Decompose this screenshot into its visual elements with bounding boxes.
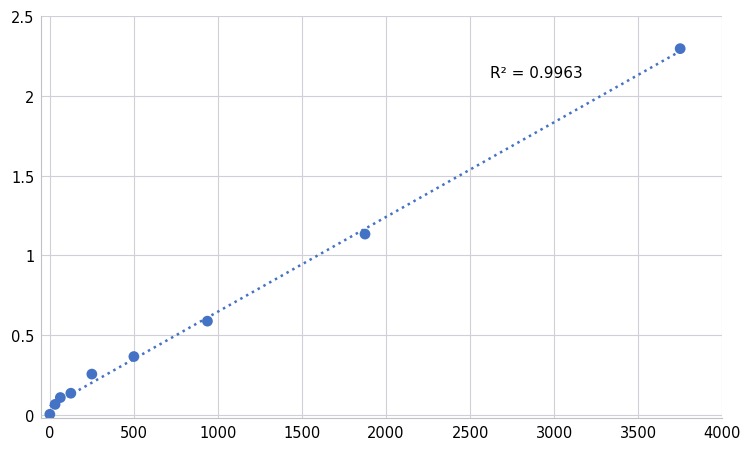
Text: R² = 0.9963: R² = 0.9963 xyxy=(490,65,583,81)
Point xyxy=(359,231,371,238)
Point xyxy=(86,371,98,378)
Point xyxy=(54,394,66,401)
Point xyxy=(202,318,214,325)
Point xyxy=(65,390,77,397)
Point xyxy=(49,401,61,408)
Point xyxy=(44,411,56,418)
Point xyxy=(674,46,686,53)
Point xyxy=(128,353,140,360)
